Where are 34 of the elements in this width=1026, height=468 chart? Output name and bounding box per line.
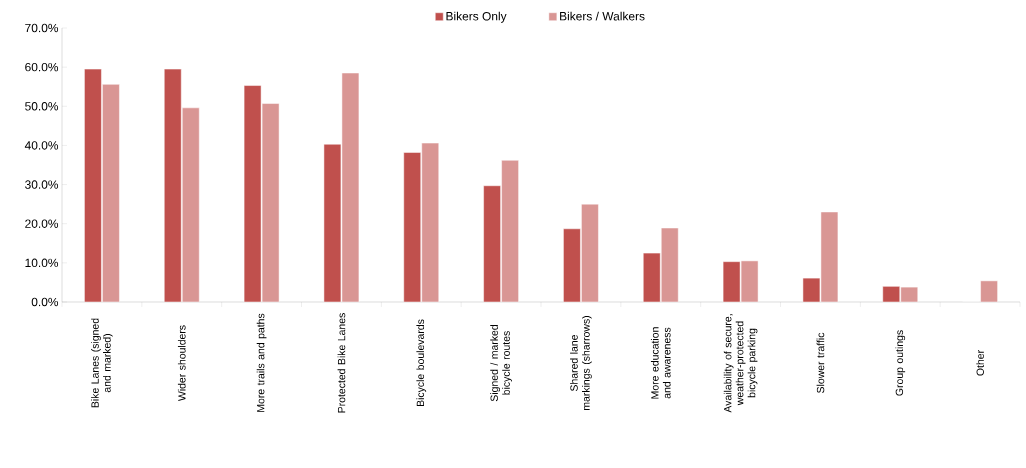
legend-label: Bikers / Walkers — [560, 11, 645, 21]
y-tick-label: 50.0% — [25, 102, 59, 111]
y-tick-label: 0.0% — [31, 297, 59, 307]
bar — [84, 68, 102, 302]
x-tick-label: More education and awareness — [650, 327, 671, 399]
x-tick-label: Wider shoulders — [177, 325, 186, 402]
y-tick-label: 30.0% — [25, 180, 59, 189]
y-tick-label: 70.0% — [25, 23, 59, 33]
x-tick-label: Other — [976, 350, 984, 376]
y-tick-label: 40.0% — [24, 141, 59, 150]
x-tick-label: Shared lane markings (sharrows) — [570, 316, 592, 410]
bar — [421, 142, 440, 302]
x-tick-label: Slower traffic — [816, 332, 825, 393]
x-tick-label: More trails and paths — [256, 313, 267, 412]
bar — [581, 203, 599, 302]
x-tick-label: Bicycle boulevards — [416, 319, 427, 407]
bar — [661, 227, 679, 302]
bar — [501, 160, 519, 302]
x-tick-label: Availability of secure, weather-protected bicycle parking — [723, 314, 758, 413]
x-tick-label: Protected Bike Lanes — [337, 313, 346, 413]
bar — [182, 107, 200, 302]
bar — [102, 84, 120, 302]
legend-label: Bikers Only — [446, 11, 507, 23]
bar — [164, 68, 182, 302]
x-tick-label: Group outings — [895, 330, 906, 396]
x-tick-label: Signed / marked bicycle routes — [490, 325, 512, 402]
y-tick-label: 60.0% — [25, 62, 59, 72]
bar — [643, 252, 661, 302]
y-tick-label: 10.0% — [25, 258, 59, 268]
x-tick-label: Bike Lanes (signed and marked) — [91, 318, 113, 408]
bar — [563, 228, 581, 302]
y-tick-label: 20.0% — [25, 219, 59, 228]
bar — [483, 185, 501, 302]
bar — [403, 152, 422, 302]
